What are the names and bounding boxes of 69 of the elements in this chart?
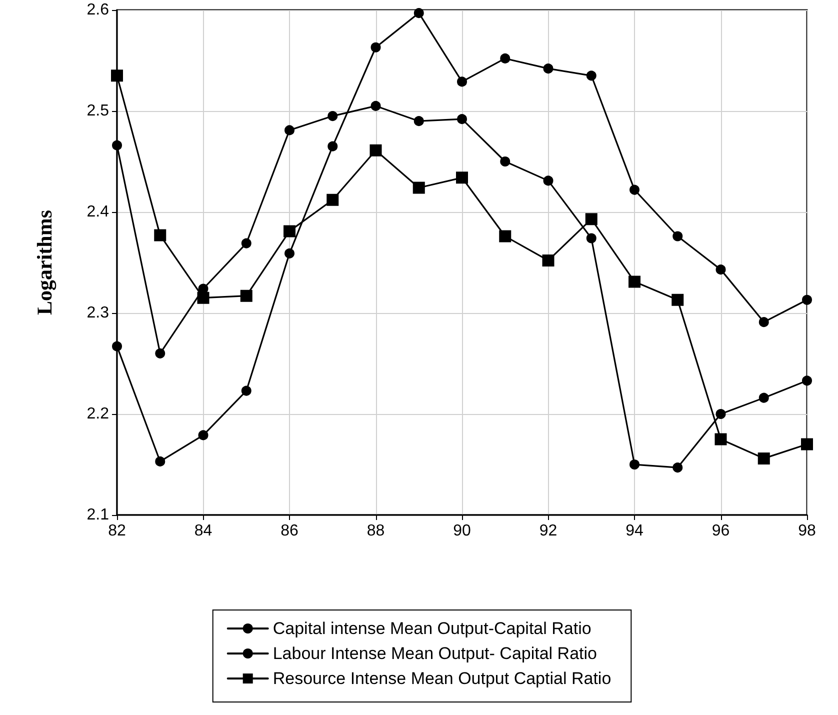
point [672, 294, 684, 306]
point [197, 292, 210, 304]
x-tick-label: 82 [108, 522, 126, 540]
x-tick-label: 94 [626, 522, 644, 540]
point [457, 114, 467, 124]
x-tick-label: 90 [453, 522, 471, 540]
point [154, 229, 166, 242]
point [802, 376, 812, 386]
point [284, 248, 294, 258]
point [370, 144, 382, 156]
point [328, 111, 338, 122]
point [112, 140, 122, 150]
point [155, 456, 166, 466]
y-tick-label: 2.4 [86, 204, 110, 220]
point [499, 230, 512, 242]
x-tick-label: 84 [194, 522, 212, 540]
point [801, 438, 813, 450]
point [500, 156, 510, 166]
point [457, 76, 467, 87]
x-tick-label: 96 [712, 522, 730, 540]
legend-label: Capital intense Mean Output-Capital Ratio [272, 619, 592, 638]
point [543, 176, 554, 186]
x-tick-label: 98 [798, 522, 816, 540]
point [542, 254, 554, 266]
point [112, 341, 122, 352]
point [500, 53, 510, 64]
y-tick-label: 2.2 [86, 406, 110, 422]
point [241, 386, 252, 396]
point [155, 348, 166, 358]
point [284, 225, 296, 238]
point [672, 462, 683, 473]
point [586, 233, 596, 244]
point [758, 452, 770, 464]
point [802, 294, 812, 305]
point [758, 317, 769, 328]
point [630, 460, 640, 470]
y-tick-label: 2.6 [86, 2, 110, 18]
point [412, 182, 425, 194]
point [628, 276, 640, 288]
x-tick-label: 92 [539, 522, 558, 540]
legend-label: Labour Intense Mean Output- Capital Ratio [272, 644, 597, 663]
point [284, 125, 294, 136]
point [370, 42, 381, 52]
y-tick-label: 2.5 [86, 102, 110, 120]
point [585, 213, 598, 226]
point [414, 8, 424, 18]
point [328, 141, 338, 152]
point [241, 238, 252, 248]
legend-label: Resource Intense Mean Output Captial Ratio [272, 669, 612, 688]
point [111, 70, 123, 82]
point [716, 264, 726, 275]
y-tick-label: 2.1 [86, 506, 110, 524]
point [326, 194, 339, 206]
point [370, 100, 381, 111]
point [543, 64, 554, 74]
point [716, 409, 726, 419]
y-axis-title: Logarithms [32, 210, 56, 315]
point [630, 184, 640, 195]
point [198, 430, 208, 440]
point [414, 116, 424, 126]
point [240, 290, 252, 302]
x-tick-label: 86 [280, 522, 298, 540]
point [758, 392, 769, 403]
point [672, 231, 683, 242]
point [456, 172, 468, 184]
y-tick-label: 2.3 [86, 304, 110, 322]
point [714, 433, 727, 446]
point [586, 70, 596, 81]
x-tick-label: 88 [366, 522, 385, 540]
